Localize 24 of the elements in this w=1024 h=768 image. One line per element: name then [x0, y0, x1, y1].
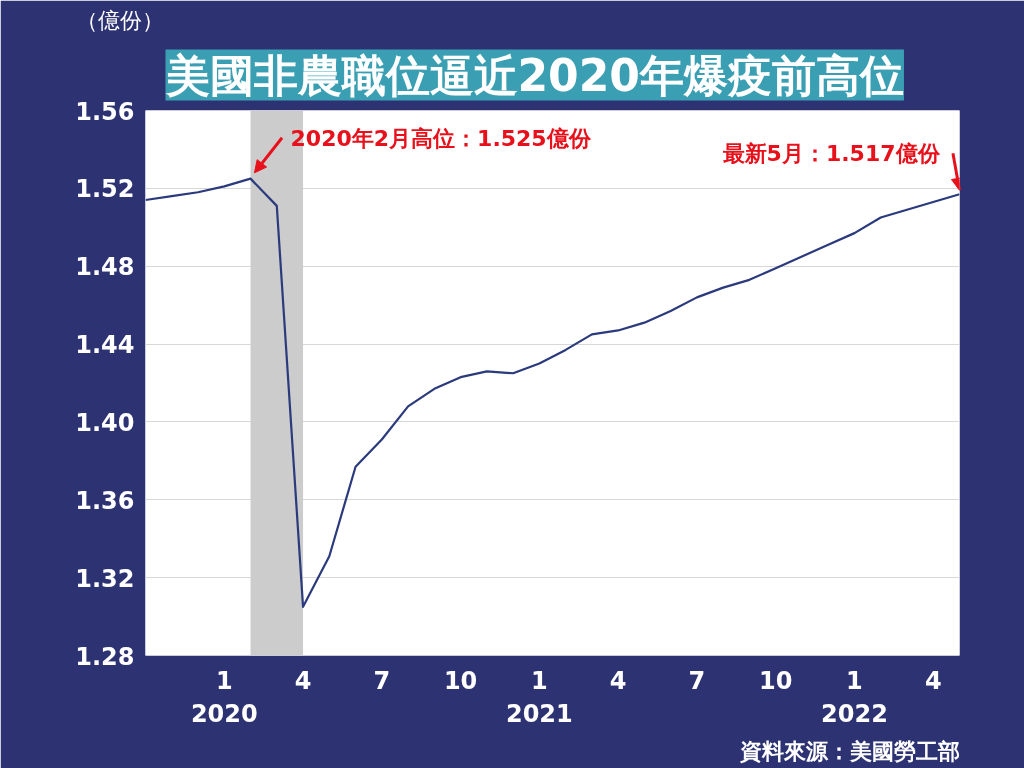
y-tick-label: 1.48	[75, 253, 135, 282]
x-tick-label: 7	[373, 666, 391, 695]
line-series	[145, 177, 960, 608]
x-tick-label: 4	[609, 666, 627, 695]
annotation: 2020年2月高位：1.525億份	[290, 125, 592, 151]
x-tick-label: 10	[758, 666, 793, 695]
y-tick-label: 1.56	[75, 97, 135, 126]
source-note: 資料來源：美國勞工部	[738, 738, 960, 764]
y-tick-label: 1.32	[75, 564, 135, 593]
y-tick-label: 1.44	[75, 331, 135, 360]
x-tick-label: 1 2020	[190, 666, 258, 729]
y-tick-label: 1.52	[75, 175, 135, 204]
y-axis-title: （億份）	[75, 7, 164, 33]
x-tick-label: 1 2022	[821, 666, 888, 729]
y-tick-label: 1.40	[75, 408, 135, 437]
x-tick-label: 4	[294, 666, 312, 695]
chart-title: 美國非農職位逼近2020年爆疫前高位	[164, 49, 904, 101]
x-tick-label: 10	[443, 666, 478, 695]
x-tick-label: 7	[688, 666, 706, 695]
x-tick-label: 1 2021	[505, 666, 573, 729]
y-tick-label: 1.36	[75, 486, 135, 515]
x-tick-label: 4	[924, 666, 942, 695]
y-tick-label: 1.28	[75, 642, 135, 671]
annotation: 最新5月：1.517億份	[721, 141, 941, 167]
